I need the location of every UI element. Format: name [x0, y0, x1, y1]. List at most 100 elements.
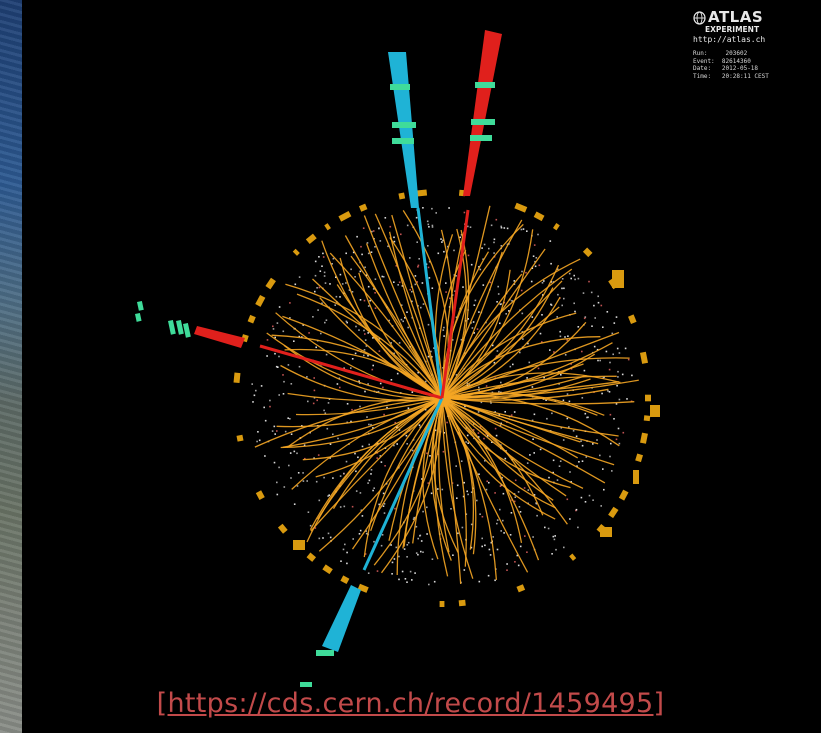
hit-dot	[479, 513, 481, 515]
hit-dot	[315, 480, 318, 483]
hit-dot	[332, 257, 335, 260]
hit-dot	[417, 553, 419, 556]
calo-gold-block	[600, 527, 612, 537]
calo-green-block	[316, 650, 334, 656]
hit-dot	[480, 401, 483, 404]
hit-dot	[443, 326, 445, 329]
hit-dot	[351, 408, 353, 411]
hit-dot	[477, 436, 480, 438]
hit-dot	[611, 470, 613, 472]
hit-dot	[383, 413, 385, 416]
hit-dot	[470, 546, 473, 549]
hit-dot	[406, 224, 409, 227]
hit-dot	[383, 503, 386, 505]
hit-dot	[372, 427, 374, 429]
hit-dot	[411, 290, 413, 293]
hit-dot	[556, 316, 558, 318]
hit-dot	[318, 537, 321, 540]
calo-cell	[306, 552, 317, 562]
hit-dot	[367, 252, 370, 255]
hit-dot	[605, 350, 608, 353]
hit-dot	[533, 452, 535, 454]
hit-dot	[367, 482, 369, 484]
hit-dot	[552, 535, 555, 538]
hit-dot	[411, 300, 413, 303]
calo-green-block	[168, 319, 176, 335]
hit-dot	[482, 258, 484, 260]
hit-dot	[470, 263, 473, 266]
hit-dot	[551, 553, 553, 555]
atlas-logo-icon	[693, 10, 706, 25]
hit-dot	[318, 286, 321, 289]
hit-dot	[371, 230, 373, 233]
hit-dot	[603, 376, 605, 378]
hit-dot	[566, 393, 569, 395]
hit-dot	[612, 353, 614, 356]
hit-dot	[364, 553, 367, 555]
hit-dot	[331, 263, 333, 265]
hit-dot	[493, 252, 495, 254]
hit-dot	[370, 423, 372, 426]
hit-dot	[416, 241, 418, 243]
hit-dot	[600, 505, 602, 507]
hit-dot	[509, 365, 512, 368]
hit-dot	[393, 558, 396, 560]
hit-dot	[324, 321, 326, 324]
hit-dot	[575, 435, 578, 438]
particle-track	[296, 293, 443, 399]
hit-dot	[615, 316, 618, 318]
hit-dot	[430, 350, 432, 353]
hit-dot	[328, 494, 330, 496]
hit-dot	[376, 442, 379, 445]
particle-track	[441, 331, 620, 399]
calo-cell	[552, 223, 560, 231]
logo-title: ATLAS	[708, 8, 764, 26]
hit-dot	[580, 440, 582, 442]
hit-dot	[588, 494, 591, 497]
hit-dot	[346, 321, 348, 324]
source-link[interactable]: [https://cds.cern.ch/record/1459495]	[156, 688, 665, 719]
particle-track	[310, 397, 443, 532]
hit-dot	[448, 207, 450, 209]
hit-dot	[494, 492, 496, 494]
hit-dot	[360, 509, 363, 512]
hit-dot	[352, 251, 355, 254]
hit-dot	[319, 270, 322, 272]
hit-dot	[519, 511, 522, 513]
hit-dot	[504, 457, 507, 460]
hit-dot	[437, 252, 440, 255]
hit-dot	[539, 448, 542, 451]
hit-dot	[608, 391, 611, 393]
hit-dot	[618, 352, 621, 354]
hit-dot	[355, 325, 357, 328]
particle-track	[389, 237, 443, 399]
hit-dot	[526, 462, 529, 464]
hit-dot	[451, 339, 454, 341]
hit-dot	[472, 321, 475, 323]
particle-track	[306, 397, 443, 543]
hit-dot	[442, 450, 445, 453]
particle-track	[285, 283, 443, 399]
hit-dot	[368, 423, 370, 426]
hit-dot	[564, 354, 567, 356]
hit-dot	[404, 317, 406, 319]
hit-dot	[510, 414, 513, 416]
jet-tower-red	[463, 30, 502, 196]
hit-dot	[566, 498, 569, 501]
hit-dot	[478, 473, 480, 475]
hit-dot	[339, 386, 341, 389]
hit-dot	[426, 533, 428, 535]
hit-dot	[457, 532, 459, 535]
hit-dot	[560, 374, 562, 376]
hit-dot	[538, 264, 541, 267]
hit-dot	[511, 300, 513, 302]
hit-dot	[486, 435, 489, 437]
hit-dot	[398, 281, 401, 284]
hit-dot	[364, 390, 366, 393]
hit-dot	[497, 293, 500, 295]
hit-dot	[413, 516, 415, 519]
hit-dot	[379, 240, 382, 242]
hit-dot	[577, 326, 580, 328]
hit-dot	[581, 397, 584, 399]
hit-dot	[466, 382, 469, 385]
